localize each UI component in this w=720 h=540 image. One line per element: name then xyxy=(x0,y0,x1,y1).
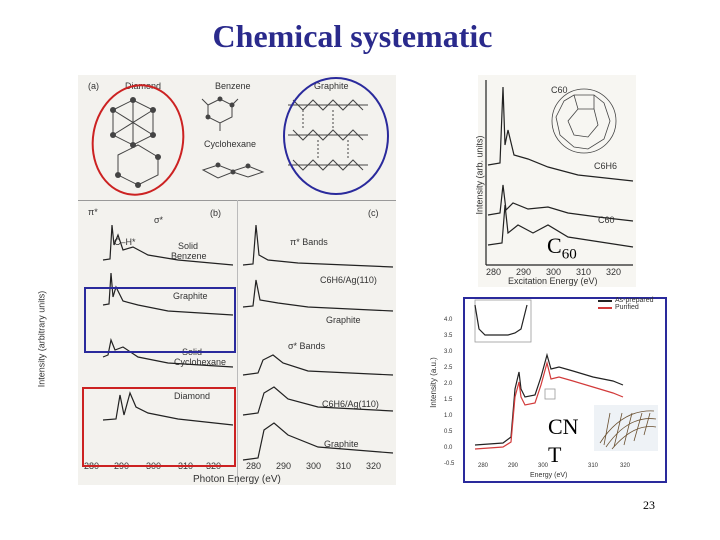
c6h6-ag-label-2: C6H6/Ag(110) xyxy=(322,399,379,409)
diamond-label: Diamond xyxy=(125,81,162,91)
benzene-label: Benzene xyxy=(215,81,251,91)
sigma-star-label: σ* xyxy=(154,215,164,225)
cnt-figure-frame xyxy=(463,297,667,483)
c60-top-label: C60 xyxy=(551,85,568,95)
nanotube-image xyxy=(594,405,658,451)
panel-c-label: (c) xyxy=(368,208,379,218)
c60-x-tick-1: 290 xyxy=(516,267,532,277)
x-tick-c-3: 310 xyxy=(336,461,352,471)
diamond-spectrum-highlight-box xyxy=(82,387,236,467)
slide-title: Chemical systematic xyxy=(212,18,493,54)
solid-benzene-line1: Solid xyxy=(178,241,199,251)
cnt-x-tick-0: 280 xyxy=(478,463,489,469)
cnt-x-tick-4: 320 xyxy=(620,463,631,469)
legend-as-prepared: As-prepared xyxy=(615,297,654,304)
c-h-star-label: C–H* xyxy=(114,237,136,247)
cnt-y-axis-label: Intensity (a.u.) xyxy=(428,357,438,408)
pi-star-label: π* xyxy=(88,207,98,217)
legend-purified: Purified xyxy=(615,304,639,311)
graphite-c-label-1: Graphite xyxy=(326,315,361,325)
cnt-overlay-line1: CN xyxy=(548,414,579,439)
solid-cyclohexane-line2: Cyclohexane xyxy=(174,357,227,367)
panel-a-label: (a) xyxy=(88,81,99,91)
c60-x-axis-label: Excitation Energy (eV) xyxy=(508,276,598,286)
diamond-b-label: Diamond xyxy=(174,391,211,401)
cnt-spectra xyxy=(474,299,624,450)
c60-x-tick-4: 320 xyxy=(606,267,622,277)
left-y-axis-label: Intensity (arbitrary units) xyxy=(36,290,47,388)
c60-x-tick-2: 300 xyxy=(546,267,562,277)
c60-x-tick-3: 310 xyxy=(576,267,592,277)
c60-spectra xyxy=(485,80,634,266)
c60-x-tick-0: 280 xyxy=(486,267,502,277)
graphite-spectrum-highlight-box xyxy=(84,287,236,353)
pi-bands-label: π* Bands xyxy=(290,237,328,247)
c60-bottom-label: C60 xyxy=(598,215,615,225)
cyclohexane-label: Cyclohexane xyxy=(204,139,257,149)
graphite-b-label: Graphite xyxy=(173,291,208,301)
slide-number: 23 xyxy=(643,498,655,512)
panel-b-label: (b) xyxy=(210,208,221,218)
x-tick-c-1: 290 xyxy=(276,461,292,471)
graphite-highlight-ellipse xyxy=(283,77,389,195)
cnt-legend: As-prepared Purified xyxy=(598,297,654,311)
cnt-x-tick-2: 300 xyxy=(538,463,549,469)
c60-overlay-label: C60 xyxy=(547,233,577,263)
c6h6-label: C6H6 xyxy=(594,161,618,171)
solid-benzene-line2: Benzene xyxy=(171,251,207,261)
cnt-overlay-line2: T xyxy=(548,442,562,467)
cnt-y-ticks: 4.0 3.5 3.0 2.5 2.0 1.5 1.0 0.5 0.0 -0.5 xyxy=(444,317,455,467)
cnt-x-tick-3: 310 xyxy=(588,463,599,469)
cnt-x-axis-label: Energy (eV) xyxy=(530,472,568,479)
sigma-bands-label: σ* Bands xyxy=(288,341,326,351)
x-tick-c-2: 300 xyxy=(306,461,322,471)
graphite-c-label-2: Graphite xyxy=(324,439,359,449)
left-x-axis-label: Photon Energy (eV) xyxy=(193,474,281,485)
cnt-x-tick-1: 290 xyxy=(508,463,519,469)
x-tick-c-4: 320 xyxy=(366,461,382,471)
c60-figure: C60 C6H6 C60 280 290 300 310 320 Excitat… xyxy=(478,75,636,287)
x-tick-c-0: 280 xyxy=(246,461,262,471)
c60-y-axis-label: Intensity (arb. units) xyxy=(474,135,485,215)
c6h6-ag-label-1: C6H6/Ag(110) xyxy=(320,275,377,285)
